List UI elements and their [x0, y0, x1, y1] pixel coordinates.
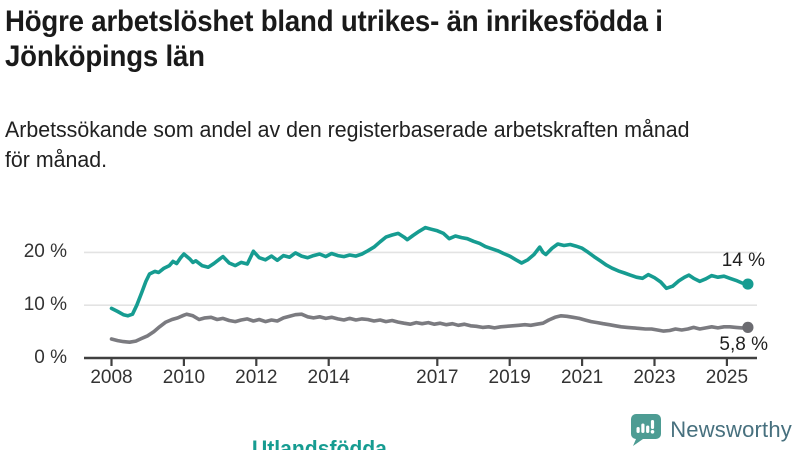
- subtitle-line-2: för månad.: [5, 147, 108, 172]
- end-dot-total: [742, 321, 754, 333]
- y-tick-label: 0 %: [34, 347, 67, 368]
- x-tick-label: 2017: [416, 367, 459, 388]
- y-tick-label: 10 %: [23, 294, 67, 316]
- end-value-label-utlandsfodda: 14 %: [721, 250, 765, 271]
- title-line-2: Jönköpings län: [5, 39, 205, 73]
- x-tick-label: 2010: [162, 367, 206, 388]
- x-tick-label: 2025: [705, 367, 749, 388]
- chart-subtitle: Arbetssökande som andel av den registerb…: [5, 115, 800, 175]
- x-tick-label: 2008: [90, 367, 133, 388]
- end-dot-utlandsfodda: [742, 278, 754, 290]
- brand-name: Newsworthy: [670, 417, 792, 442]
- subtitle-line-1: Arbetssökande som andel av den registerb…: [5, 117, 690, 142]
- series-line-total: [109, 312, 750, 344]
- title-line-1: Högre arbetslöshet bland utrikes- än inr…: [5, 5, 663, 38]
- line-chart: 2008 2010 2012 2014 2017 2019 2021 2023 2025 0 % 1…: [0, 205, 800, 450]
- y-tick-label: 20 %: [23, 241, 67, 263]
- newsworthy-bar-chart-icon: [631, 414, 662, 446]
- series-label-utlandsfodda: Utlandsfödda: [252, 436, 387, 450]
- newsworthy-logo: Newsworthy: [629, 413, 792, 447]
- x-tick-label: 2014: [307, 367, 350, 388]
- chart-canvas: [84, 225, 757, 366]
- end-value-label-total: 5,8 %: [719, 334, 768, 355]
- x-tick-label: 2023: [633, 367, 676, 388]
- page-title: Högre arbetslöshet bland utrikes- än inr…: [5, 5, 796, 74]
- x-tick-label: 2012: [235, 367, 278, 388]
- x-tick-label: 2021: [560, 367, 604, 388]
- x-tick-label: 2019: [488, 367, 531, 388]
- series-line-utlandsfodda: [109, 225, 750, 318]
